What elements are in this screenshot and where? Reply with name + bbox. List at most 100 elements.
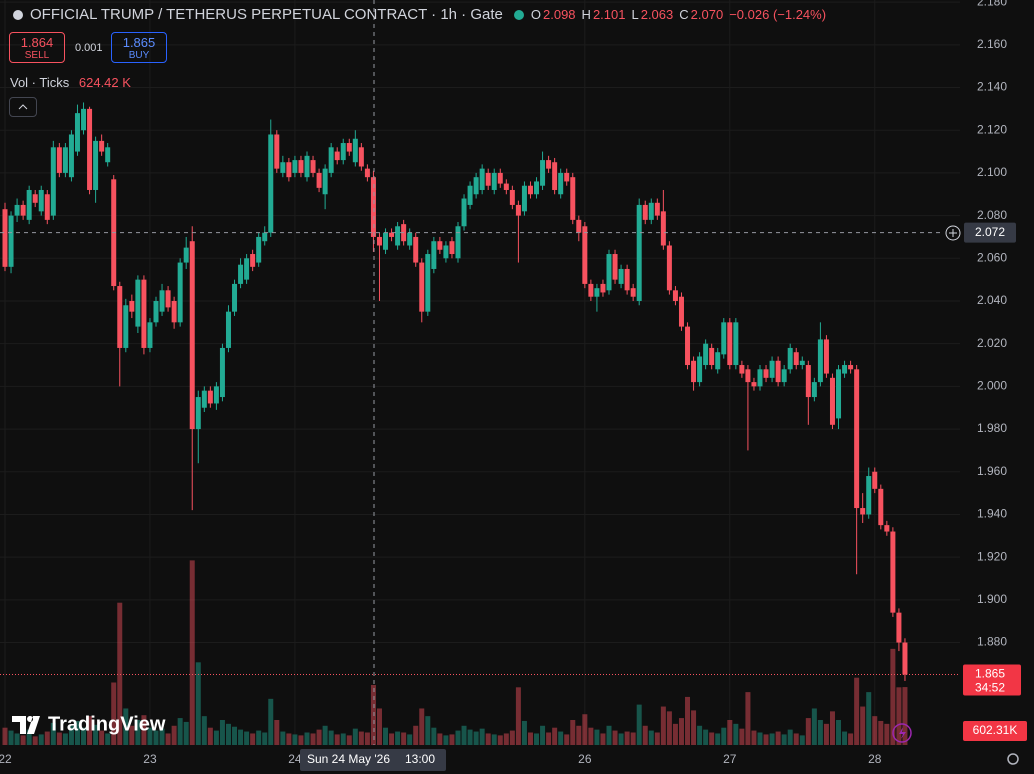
candle-body bbox=[123, 305, 129, 348]
volume-bar bbox=[201, 716, 207, 745]
candle-body bbox=[672, 290, 678, 301]
candle-body bbox=[612, 254, 618, 280]
candle-body bbox=[87, 108, 93, 190]
volume-bar bbox=[721, 727, 727, 745]
candle-body bbox=[238, 264, 244, 284]
volume-bar bbox=[395, 731, 401, 745]
volume-legend: Vol · Ticks 624.42 K bbox=[10, 75, 131, 90]
candle-body bbox=[304, 155, 310, 178]
volume-bar bbox=[479, 728, 485, 745]
candle-body bbox=[884, 525, 890, 532]
volume-bar bbox=[68, 725, 74, 745]
candle-body bbox=[854, 369, 860, 509]
settings-icon[interactable] bbox=[1007, 753, 1019, 765]
volume-bar bbox=[105, 733, 111, 745]
candle-body bbox=[576, 219, 582, 233]
volume-bar bbox=[570, 720, 576, 745]
candle-body bbox=[165, 290, 171, 308]
candle-body bbox=[250, 254, 256, 267]
volume-bar bbox=[141, 715, 147, 745]
volume-bar bbox=[328, 730, 334, 745]
volume-bar bbox=[413, 725, 419, 745]
candle-body bbox=[600, 283, 606, 293]
candle-body bbox=[799, 360, 805, 366]
volume-bar bbox=[268, 698, 274, 745]
candle-body bbox=[817, 339, 823, 383]
add-alert-icon[interactable] bbox=[945, 225, 961, 241]
candle-body bbox=[745, 369, 751, 383]
candle-body bbox=[793, 352, 799, 366]
ohlc: O 2.098 H 2.101 L 2.063 C 2.070 bbox=[531, 7, 723, 22]
volume-bar bbox=[207, 727, 213, 745]
candle-body bbox=[697, 356, 703, 383]
volume-bars bbox=[2, 560, 908, 745]
volume-bar bbox=[515, 687, 521, 745]
y-tick-label: 2.020 bbox=[977, 336, 1007, 350]
volume-bar bbox=[219, 720, 225, 745]
candle-body bbox=[721, 322, 727, 355]
volume-bar bbox=[117, 602, 123, 745]
volume-bar bbox=[8, 730, 14, 745]
sell-button[interactable]: 1.864 SELL bbox=[9, 32, 65, 63]
y-tick-label: 2.180 bbox=[977, 0, 1007, 8]
buy-price: 1.865 bbox=[122, 35, 156, 50]
candle-body bbox=[310, 160, 316, 173]
candle-body bbox=[20, 204, 26, 216]
candle-body bbox=[316, 172, 322, 188]
volume-bar bbox=[576, 725, 582, 745]
volume-bar bbox=[648, 730, 654, 745]
candle-body bbox=[564, 172, 570, 182]
collapse-button[interactable] bbox=[9, 97, 37, 117]
candle-body bbox=[509, 189, 515, 205]
volume-bar bbox=[715, 733, 721, 745]
candle-body bbox=[68, 134, 74, 178]
volume-bar bbox=[250, 733, 256, 745]
candle-body bbox=[213, 386, 219, 404]
volume-bar bbox=[225, 723, 231, 745]
volume-bar bbox=[660, 706, 666, 745]
candle-body bbox=[521, 185, 527, 212]
volume-bar bbox=[262, 732, 268, 745]
volume-bar bbox=[751, 730, 757, 745]
candle-body bbox=[630, 288, 636, 297]
volume-bar bbox=[540, 725, 546, 745]
volume-bar bbox=[32, 736, 38, 745]
volume-bar bbox=[383, 727, 389, 745]
volume-bar bbox=[612, 730, 618, 745]
volume-bar bbox=[20, 735, 26, 745]
candle-body bbox=[775, 360, 781, 383]
candle-body bbox=[44, 194, 50, 220]
x-tick-label: 26 bbox=[578, 752, 592, 766]
candle-body bbox=[189, 241, 195, 430]
volume-bar bbox=[564, 734, 570, 745]
volume-bar bbox=[419, 708, 425, 745]
volume-bar bbox=[491, 734, 497, 745]
candle-body bbox=[207, 390, 213, 404]
y-tick-label: 1.940 bbox=[977, 507, 1007, 521]
volume-bar bbox=[727, 720, 733, 745]
candle-body bbox=[654, 202, 660, 216]
volume-bar bbox=[74, 720, 80, 745]
y-tick-label: 1.960 bbox=[977, 464, 1007, 478]
candle-body bbox=[99, 140, 105, 152]
candle-body bbox=[32, 194, 38, 203]
candle-body bbox=[582, 226, 588, 284]
volume-bar bbox=[50, 722, 56, 745]
volume-bar bbox=[437, 733, 443, 745]
y-tick-label: 1.980 bbox=[977, 421, 1007, 435]
candle-body bbox=[491, 172, 497, 190]
x-tick-label: 22 bbox=[0, 752, 12, 766]
volume-bar bbox=[449, 734, 455, 745]
volume-bar bbox=[630, 732, 636, 745]
volume-bar bbox=[238, 729, 244, 745]
volume-bar bbox=[135, 720, 141, 745]
volume-bar bbox=[697, 725, 703, 745]
volume-bar bbox=[62, 733, 68, 745]
symbol-title[interactable]: OFFICIAL TRUMP / TETHERUS PERPETUAL CONT… bbox=[30, 6, 503, 23]
chevron bbox=[18, 104, 28, 110]
buy-button[interactable]: 1.865 BUY bbox=[111, 32, 167, 63]
candle-body bbox=[691, 360, 697, 383]
x-tick-label: 28 bbox=[868, 752, 882, 766]
volume-bar bbox=[195, 662, 201, 745]
lightning-icon[interactable] bbox=[892, 723, 912, 743]
